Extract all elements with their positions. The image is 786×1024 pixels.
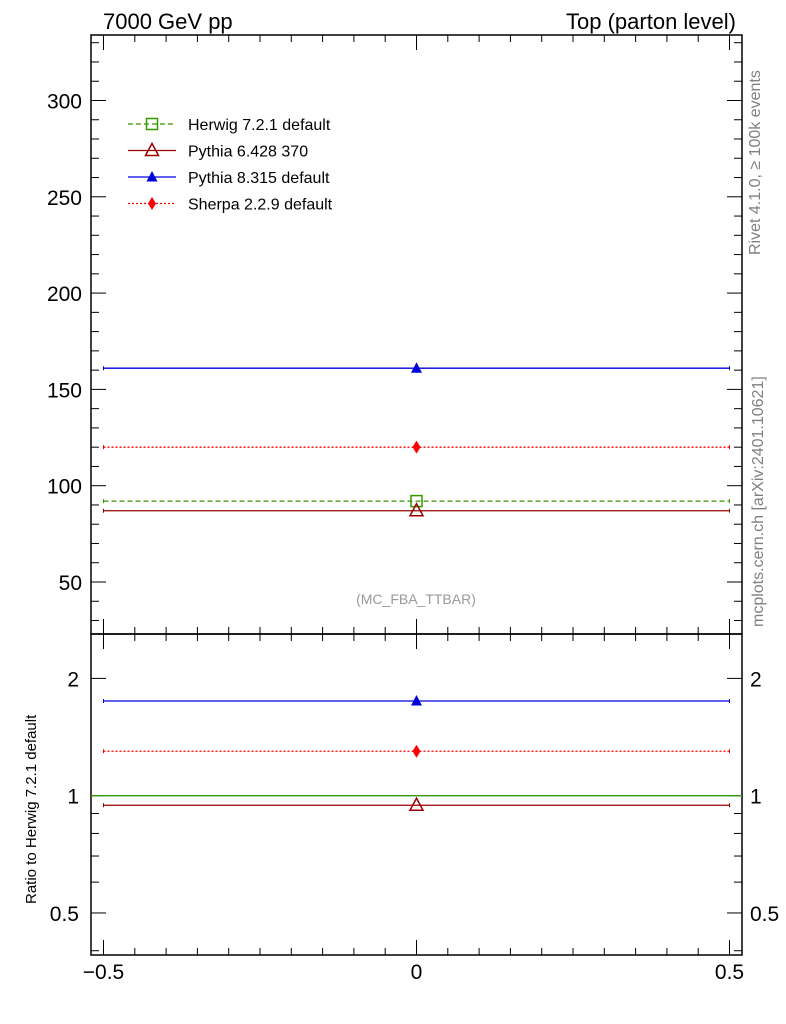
legend-marker [144,141,160,157]
legend-entry-3: Pythia 8.315 default [128,170,330,187]
ratio-xtick-label: 0 [411,961,423,984]
header-right-label: Top (parton level) [566,9,736,34]
main-series-4 [103,440,730,454]
legend-label: Herwig 7.2.1 default [188,117,331,134]
ratio-plot-panel: 0.5 0.5 1 1 2 2 −0.5 0 0.5 [50,633,779,984]
ratio-ytick-label-right: 1 [750,786,762,809]
main-ytick-label: 100 [47,476,82,499]
legend-entry-4: Sherpa 2.2.9 default [128,197,333,214]
ratio-ytick-label-left: 2 [67,668,79,691]
ratio-xtick-label: 0.5 [715,961,744,984]
ratio-ytick-label-left: 1 [67,786,79,809]
ratio-ytick-label-left: 0.5 [50,903,79,926]
source-label: mcplots.cern.ch [arXiv:2401.10621] [750,376,767,627]
ratio-series-2 [103,796,730,811]
rivet-version-label: Rivet 4.1.0, ≥ 100k events [747,70,764,255]
ratio-series-marker [412,744,421,758]
header-left-label: 7000 GeV pp [103,9,233,34]
main-series-3 [103,362,730,373]
ratio-ylabel: Ratio to Herwig 7.2.1 default [23,714,40,904]
main-plot-panel: 50 100 150 200 250 300 [47,34,743,635]
ratio-ytick-label-right: 2 [750,668,762,691]
main-series-marker [411,362,422,373]
main-series-marker [410,494,423,508]
legend-entry-1: Herwig 7.2.1 default [128,117,331,134]
legend-marker [145,117,159,131]
legend-label: Pythia 6.428 370 [188,144,308,161]
ratio-series-4 [103,744,730,758]
legend: Herwig 7.2.1 default Pythia 6.428 370 Pyth… [128,117,333,214]
ratio-series-marker [408,796,425,811]
ratio-xtick-label: −0.5 [83,961,124,984]
main-ytick-label: 250 [47,187,82,210]
main-series-marker [412,440,421,454]
legend-label: Pythia 8.315 default [188,170,330,187]
main-ytick-label: 300 [47,90,82,113]
legend-label: Sherpa 2.2.9 default [188,197,333,214]
main-series-2 [103,502,730,517]
analysis-watermark: (MC_FBA_TTBAR) [356,591,476,607]
main-ytick-label: 150 [47,379,82,402]
main-ytick-label: 50 [59,572,82,595]
main-ytick-label: 200 [47,283,82,306]
main-series-1 [103,494,730,508]
ratio-series-3 [103,694,730,706]
ratio-ytick-label-right: 0.5 [750,903,779,926]
legend-marker [146,171,158,182]
ratio-frame [90,633,743,956]
legend-marker [148,197,156,210]
legend-entry-2: Pythia 6.428 370 [128,141,308,161]
main-series-marker [408,502,425,517]
ratio-series-marker [411,694,422,706]
